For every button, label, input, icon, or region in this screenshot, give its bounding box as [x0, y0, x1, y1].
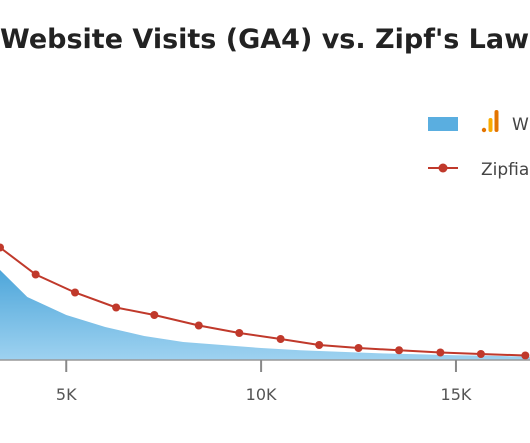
zipf-point — [235, 329, 244, 337]
google-analytics-icon — [481, 110, 499, 133]
plot-area — [0, 243, 530, 360]
legend-label-zipf: Zipfia — [481, 160, 529, 180]
zipf-point — [150, 311, 159, 319]
chart-title: Website Visits (GA4) vs. Zipf's Law — [0, 24, 530, 55]
zipf-point — [71, 288, 80, 297]
zipf-point — [0, 243, 4, 252]
zipf-point — [354, 344, 363, 352]
zipf-point — [112, 303, 121, 312]
x-tick-label: 10K — [246, 385, 277, 404]
zipf-point — [315, 341, 324, 349]
legend-swatch-visits — [428, 117, 458, 131]
x-tick-label: 15K — [441, 385, 472, 404]
zipf-point — [436, 348, 445, 357]
zipf-point — [276, 335, 285, 343]
x-tick-label: 5K — [56, 385, 77, 404]
zipf-point — [31, 270, 40, 279]
x-axis: 5K 10K 15K — [0, 359, 530, 404]
legend-marker-zipf — [438, 163, 448, 173]
legend: W Zipfia — [428, 110, 529, 180]
zipf-point — [521, 351, 530, 360]
visits-area — [0, 270, 530, 360]
legend-label-visits: W — [512, 115, 529, 135]
zipf-point — [395, 346, 404, 355]
zipf-line — [0, 246, 526, 357]
zipf-point — [194, 321, 203, 330]
zipf-point — [476, 350, 485, 358]
